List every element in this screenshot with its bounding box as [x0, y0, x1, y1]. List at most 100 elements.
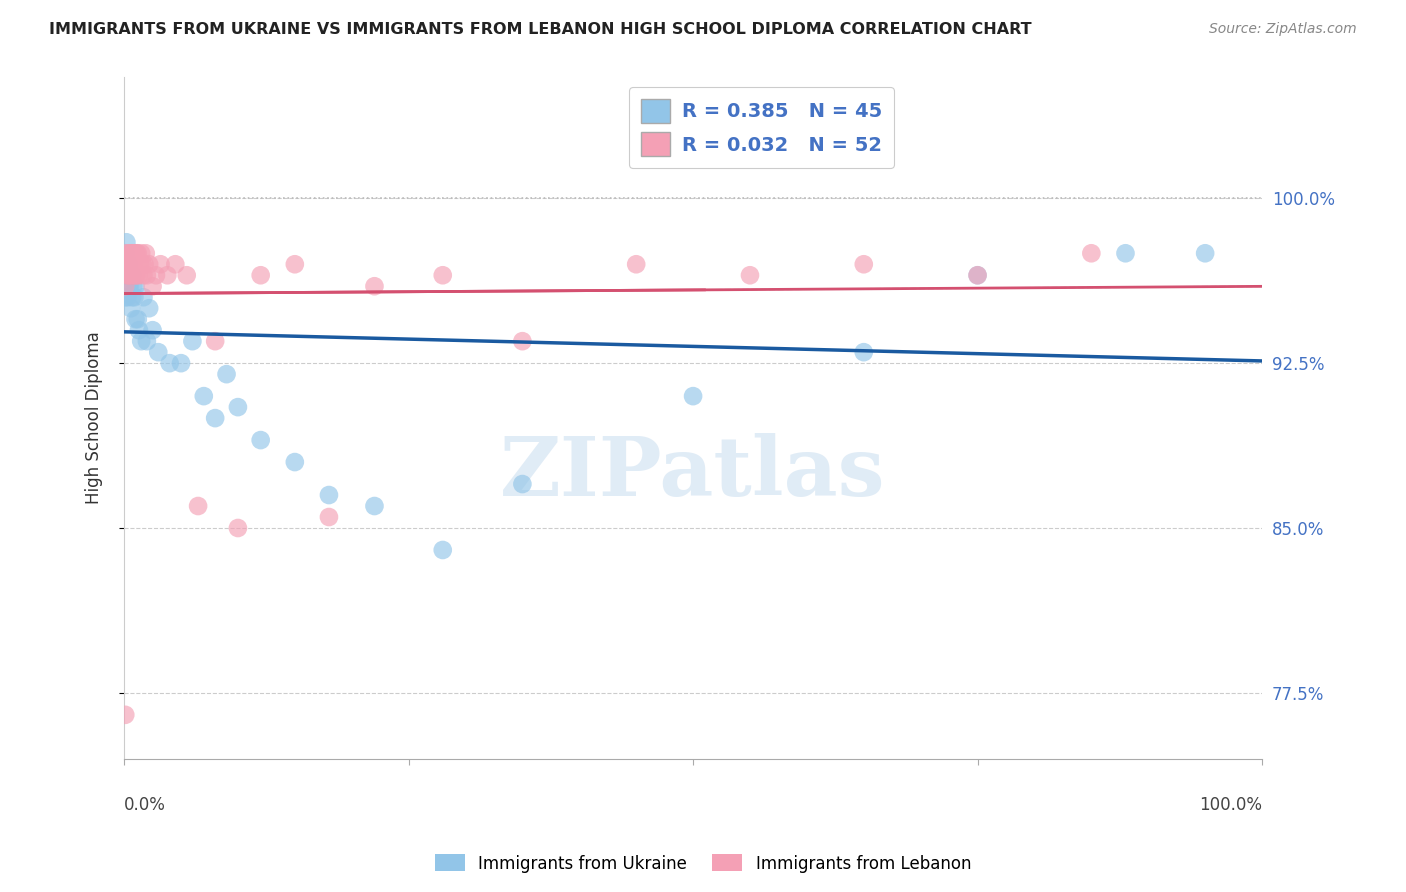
Point [120, 301, 142, 316]
Point [215, 367, 238, 381]
Point [117, 290, 139, 304]
Point [624, 257, 647, 271]
Point [966, 268, 988, 283]
Point [363, 499, 385, 513]
Point [121, 268, 143, 283]
Point [118, 268, 141, 283]
Point [117, 257, 139, 271]
Point [738, 268, 761, 283]
Text: ZIPatlas: ZIPatlas [501, 433, 886, 513]
Point [284, 455, 307, 469]
Point [118, 279, 141, 293]
Point [142, 323, 165, 337]
Point [432, 268, 454, 283]
Point [117, 257, 139, 271]
Y-axis label: High School Diploma: High School Diploma [86, 332, 103, 505]
Point [132, 268, 155, 283]
Point [966, 268, 988, 283]
Point [121, 246, 143, 260]
Point [118, 246, 141, 260]
Point [118, 279, 141, 293]
Text: IMMIGRANTS FROM UKRAINE VS IMMIGRANTS FROM LEBANON HIGH SCHOOL DIPLOMA CORRELATI: IMMIGRANTS FROM UKRAINE VS IMMIGRANTS FR… [49, 22, 1032, 37]
Point [135, 268, 157, 283]
Point [852, 345, 875, 359]
Point [134, 257, 156, 271]
Point [118, 257, 141, 271]
Point [226, 521, 249, 535]
Text: 0.0%: 0.0% [124, 797, 166, 814]
Point [125, 246, 148, 260]
Point [122, 257, 145, 271]
Point [318, 488, 340, 502]
Point [127, 312, 149, 326]
Point [512, 334, 534, 348]
Point [115, 235, 138, 250]
Point [138, 301, 160, 316]
Point [142, 279, 165, 293]
Point [120, 268, 142, 283]
Point [149, 257, 172, 271]
Point [512, 477, 534, 491]
Point [120, 246, 142, 260]
Point [170, 356, 193, 370]
Point [122, 279, 145, 293]
Point [1194, 246, 1216, 260]
Point [124, 246, 146, 260]
Point [117, 268, 139, 283]
Point [124, 268, 146, 283]
Point [132, 290, 155, 304]
Point [121, 268, 143, 283]
Point [156, 268, 179, 283]
Point [117, 257, 139, 271]
Legend: R = 0.385   N = 45, R = 0.032   N = 52: R = 0.385 N = 45, R = 0.032 N = 52 [628, 87, 894, 168]
Text: 100.0%: 100.0% [1199, 797, 1263, 814]
Point [138, 257, 160, 271]
Point [135, 246, 157, 260]
Point [114, 290, 136, 304]
Point [318, 510, 340, 524]
Point [118, 257, 141, 271]
Point [129, 334, 152, 348]
Point [135, 334, 157, 348]
Point [128, 268, 150, 283]
Point [122, 246, 145, 260]
Point [148, 345, 170, 359]
Point [284, 257, 307, 271]
Point [204, 411, 226, 425]
Legend: Immigrants from Ukraine, Immigrants from Lebanon: Immigrants from Ukraine, Immigrants from… [429, 847, 977, 880]
Text: Source: ZipAtlas.com: Source: ZipAtlas.com [1209, 22, 1357, 37]
Point [204, 334, 226, 348]
Point [1080, 246, 1102, 260]
Point [118, 268, 141, 283]
Point [129, 257, 152, 271]
Point [124, 290, 146, 304]
Point [115, 268, 138, 283]
Point [176, 268, 198, 283]
Point [181, 334, 204, 348]
Point [159, 356, 181, 370]
Point [128, 323, 150, 337]
Point [145, 268, 167, 283]
Point [249, 433, 271, 447]
Point [114, 279, 136, 293]
Point [432, 543, 454, 558]
Point [114, 707, 136, 722]
Point [226, 400, 249, 414]
Point [125, 268, 148, 283]
Point [852, 257, 875, 271]
Point [129, 246, 152, 260]
Point [124, 246, 146, 260]
Point [121, 290, 143, 304]
Point [118, 268, 141, 283]
Point [131, 257, 153, 271]
Point [249, 268, 271, 283]
Point [187, 499, 209, 513]
Point [115, 257, 138, 271]
Point [193, 389, 215, 403]
Point [114, 246, 136, 260]
Point [682, 389, 704, 403]
Point [127, 246, 149, 260]
Point [124, 268, 146, 283]
Point [363, 279, 385, 293]
Point [115, 246, 138, 260]
